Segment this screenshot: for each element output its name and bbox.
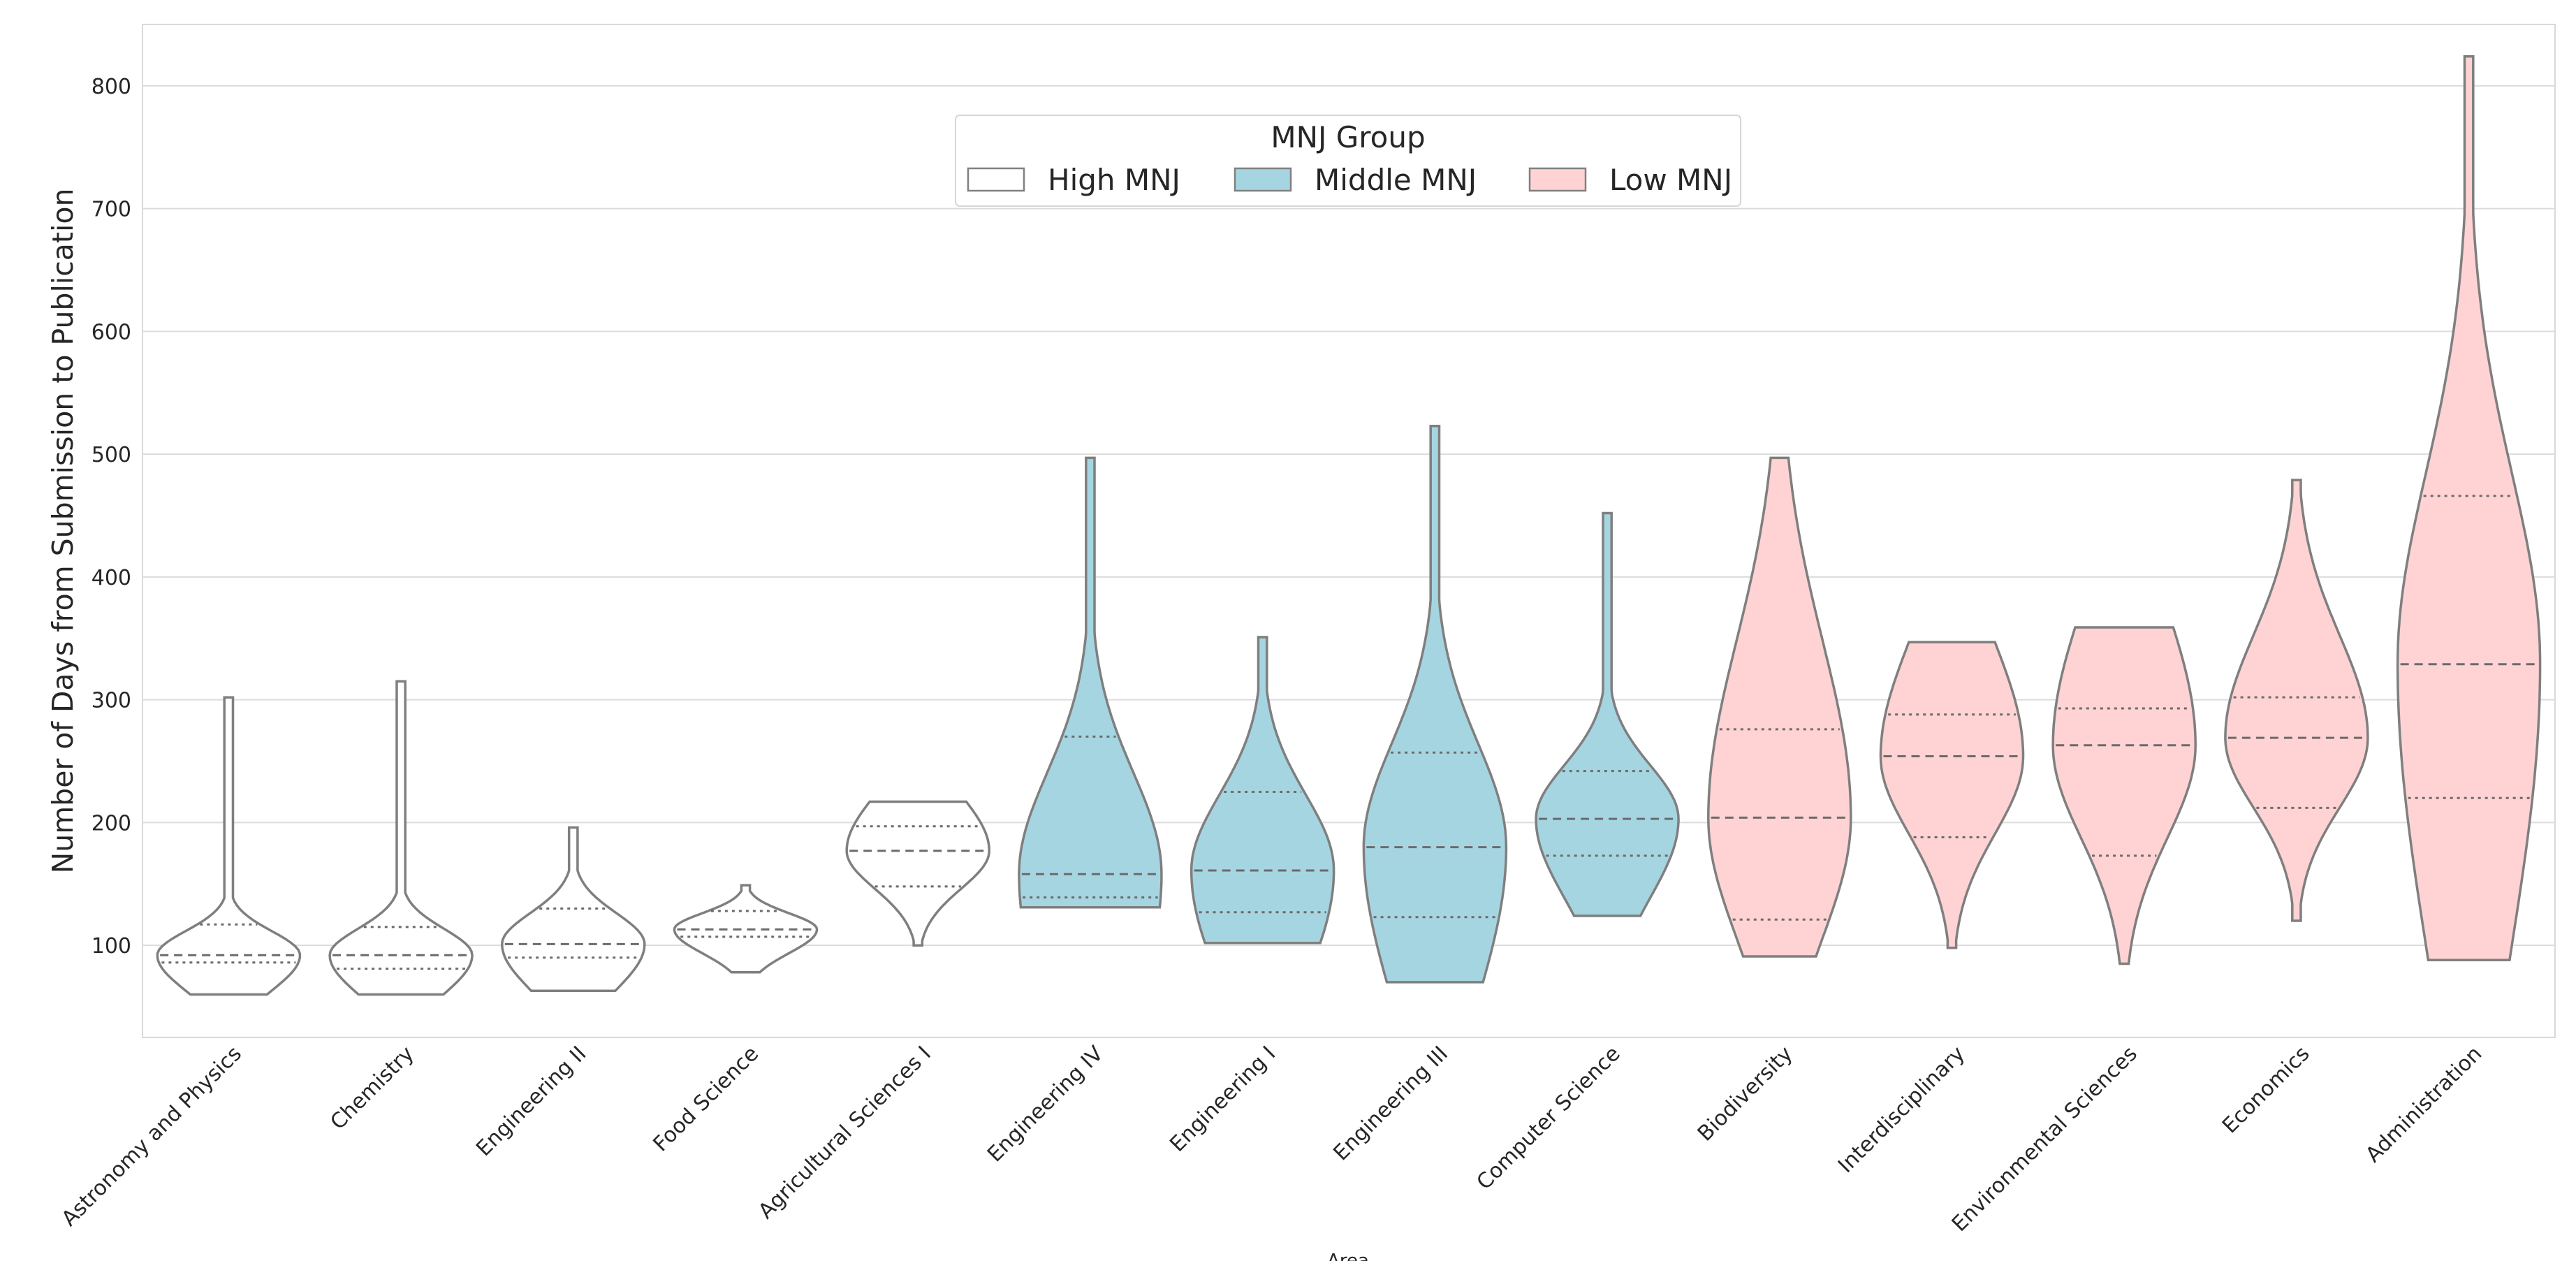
x-axis-ticks: Astronomy and Physics Chemistry Engineerin… <box>57 1042 2487 1237</box>
violin-biodiversity <box>1707 456 1852 958</box>
violin-environmental-sciences <box>2051 626 2197 965</box>
violin-body <box>1362 424 1508 984</box>
y-tick-label-300: 300 <box>92 689 131 713</box>
x-tick-label-6: Engineering IV <box>983 1042 1108 1167</box>
legend: MNJ Group High MNJ Middle MNJ Low MNJ <box>955 115 1741 207</box>
x-axis-title: Area <box>1327 1251 1369 1261</box>
x-tick-label-7: Engineering I <box>1165 1042 1280 1157</box>
violin-interdisciplinary <box>1879 641 2025 949</box>
violin-economics <box>2224 479 2369 922</box>
violin-body <box>673 884 819 974</box>
y-axis-title: Number of Days from Submission to Public… <box>46 189 80 874</box>
violin-agricultural-sciences-i <box>845 800 990 947</box>
legend-swatch-low <box>1528 167 1587 192</box>
violin-engineering-ii <box>501 826 646 992</box>
violin-body <box>1535 511 1680 917</box>
y-tick-label-200: 200 <box>92 811 131 836</box>
x-tick-label-8: Engineering III <box>1329 1042 1453 1166</box>
violin-administration <box>2396 54 2542 962</box>
x-tick-label-3: Engineering II <box>471 1042 591 1161</box>
y-tick-label-100: 100 <box>92 934 131 958</box>
y-tick-label-600: 600 <box>92 320 131 344</box>
violin-body <box>845 800 990 947</box>
y-tick-label-500: 500 <box>92 443 131 467</box>
violin-astronomy-and-physics <box>156 696 302 996</box>
x-tick-label-4: Food Science <box>649 1042 764 1157</box>
legend-label-high: High MNJ <box>1048 163 1180 197</box>
legend-label-low: Low MNJ <box>1609 163 1732 197</box>
violin-body <box>2051 626 2197 965</box>
violin-body <box>1190 636 1335 945</box>
violin-body <box>2396 54 2542 962</box>
x-tick-label-9: Computer Science <box>1472 1042 1625 1195</box>
y-axis-ticks: 100 200 300 400 500 600 700 800 <box>92 75 131 958</box>
violin-body <box>328 680 474 996</box>
violin-body <box>2224 479 2369 922</box>
x-tick-label-5: Agricultural Sciences I <box>754 1042 936 1224</box>
violin-body <box>1707 456 1852 958</box>
violin-food-science <box>673 884 819 974</box>
y-tick-label-800: 800 <box>92 75 131 99</box>
violin-body <box>501 826 646 992</box>
violin-computer-science <box>1535 511 1680 917</box>
legend-swatch-high <box>967 167 1025 192</box>
x-tick-label-12: Environmental Sciences <box>1947 1042 2142 1237</box>
y-tick-label-400: 400 <box>92 566 131 590</box>
violin-body <box>156 696 302 996</box>
x-tick-label-2: Chemistry <box>325 1042 418 1135</box>
x-tick-label-14: Administration <box>2361 1042 2487 1167</box>
legend-title: MNJ Group <box>1271 120 1425 154</box>
violin-engineering-i <box>1190 636 1335 945</box>
violin-body <box>1018 456 1163 909</box>
violin-chemistry <box>328 680 474 996</box>
violin-engineering-iv <box>1018 456 1163 909</box>
x-tick-label-13: Economics <box>2218 1042 2314 1138</box>
x-tick-label-11: Interdisciplinary <box>1834 1042 1970 1178</box>
legend-swatch-middle <box>1234 167 1292 192</box>
violin-engineering-iii <box>1362 424 1508 984</box>
legend-label-middle: Middle MNJ <box>1315 163 1477 197</box>
violins <box>156 54 2542 996</box>
x-tick-label-1: Astronomy and Physics <box>57 1042 247 1231</box>
y-tick-label-700: 700 <box>92 198 131 222</box>
violin-body <box>1879 641 2025 949</box>
x-tick-label-10: Biodiversity <box>1693 1042 1798 1146</box>
